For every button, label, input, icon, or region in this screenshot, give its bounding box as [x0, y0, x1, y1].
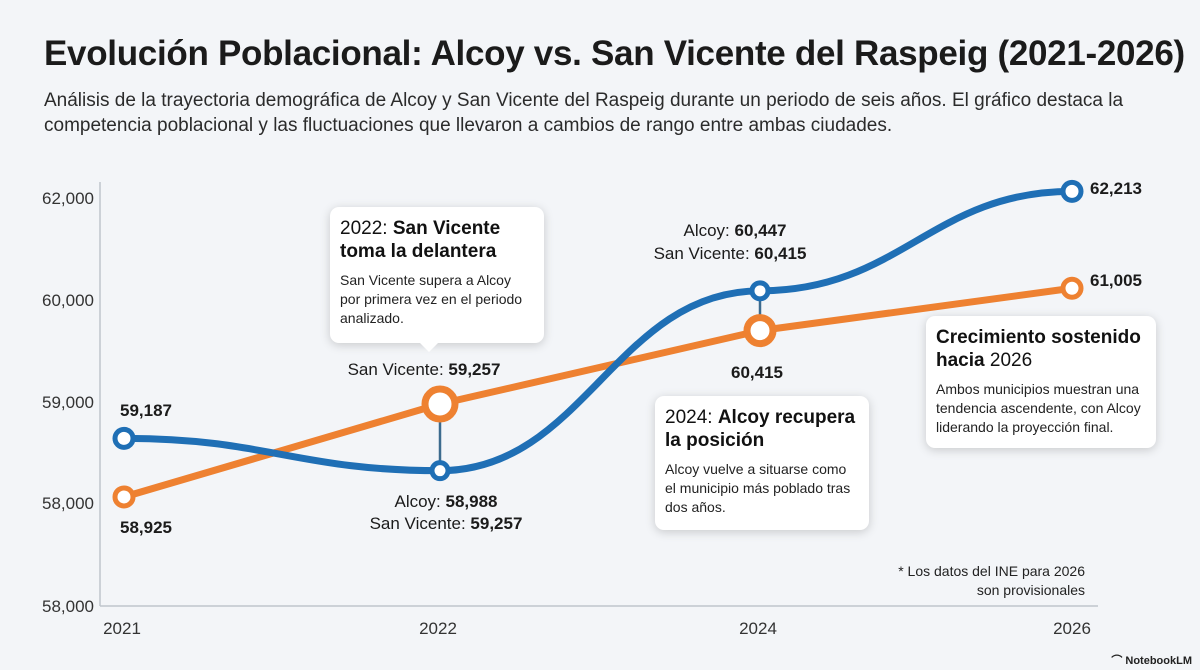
callout-2022: 2022: San Vicente toma la delantera San …	[330, 207, 544, 352]
footnote: * Los datos del INE para 2026 son provis…	[825, 562, 1085, 600]
y-tick-label: 58,000	[42, 494, 94, 513]
brand-mark: ⌒ NotebookLM	[1111, 652, 1192, 668]
callout-2024-title: 2024: Alcoy recupera la posición	[665, 407, 856, 451]
data-label-alcoy-2024: Alcoy: 60,447	[683, 221, 786, 240]
data-label-sv-2024: San Vicente: 60,415	[654, 244, 807, 263]
data-label-sv-2022b: San Vicente: 59,257	[370, 514, 523, 533]
axes: 62,000 60,000 59,000 58,000 58,000 2021 2022 20…	[42, 182, 1098, 638]
x-tick-label: 2026	[1053, 619, 1091, 638]
data-label-sv-2021: 58,925	[120, 518, 172, 537]
y-tick-label: 60,000	[42, 291, 94, 310]
callout-2026-title: Crecimiento sostenido hacia 2026	[936, 327, 1141, 371]
point-alcoy	[1060, 179, 1084, 203]
point-san-vicente	[421, 385, 459, 423]
point-san-vicente	[743, 314, 777, 348]
brand-label: NotebookLM	[1125, 655, 1192, 667]
data-label-sv-2026: 61,005	[1090, 271, 1142, 290]
callout-2024: 2024: Alcoy recupera la posición Alcoy v…	[655, 396, 869, 530]
x-tick-label: 2021	[103, 619, 141, 638]
series-line-san-vicente	[120, 284, 1076, 501]
series-line-alcoy	[120, 187, 1076, 475]
series-markers	[112, 179, 1084, 509]
footnote-line-1: * Los datos del INE para 2026	[898, 563, 1085, 579]
footnote-line-2: son provisionales	[976, 582, 1085, 598]
data-label-alcoy-2022: Alcoy: 58,988	[394, 492, 497, 511]
x-tick-label: 2022	[419, 619, 457, 638]
data-labels: 59,187 58,925 San Vicente: 59,257 Alcoy: 58…	[120, 179, 1142, 537]
callout-2026: Crecimiento sostenido hacia 2026 Ambos m…	[926, 316, 1156, 448]
callout-2022-title: 2022: San Vicente toma la delantera	[340, 218, 501, 262]
data-label-alcoy-2026: 62,213	[1090, 179, 1142, 198]
data-label-alcoy-2021: 59,187	[120, 401, 172, 420]
data-label-sv-2022: San Vicente: 59,257	[348, 360, 501, 379]
point-alcoy	[429, 460, 451, 482]
notebooklm-icon: ⌒	[1111, 655, 1126, 667]
y-tick-label: 62,000	[42, 189, 94, 208]
callout-2022-body: San Vicente supera a Alcoy por primera v…	[340, 272, 523, 326]
y-tick-label: 59,000	[42, 393, 94, 412]
callout-2026-body: Ambos municipios muestran una tendencia …	[936, 381, 1141, 435]
data-label-sv-2024-below: 60,415	[731, 363, 783, 382]
callout-2024-body: Alcoy vuelve a situarse como el municipi…	[665, 461, 851, 515]
y-tick-label: 58,000	[42, 597, 94, 616]
x-tick-label: 2024	[739, 619, 777, 638]
point-alcoy	[749, 280, 771, 302]
point-alcoy	[112, 426, 136, 450]
point-san-vicente	[112, 485, 136, 509]
chart-title: Evolución Poblacional: Alcoy vs. San Vic…	[44, 34, 1185, 73]
chart-subtitle: Análisis de la trayectoria demográfica d…	[44, 90, 1124, 136]
point-san-vicente	[1060, 276, 1084, 300]
